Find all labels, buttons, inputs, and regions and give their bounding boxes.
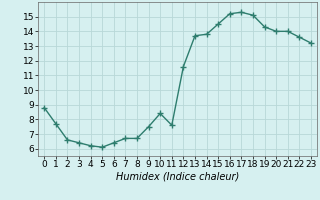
X-axis label: Humidex (Indice chaleur): Humidex (Indice chaleur)	[116, 172, 239, 182]
